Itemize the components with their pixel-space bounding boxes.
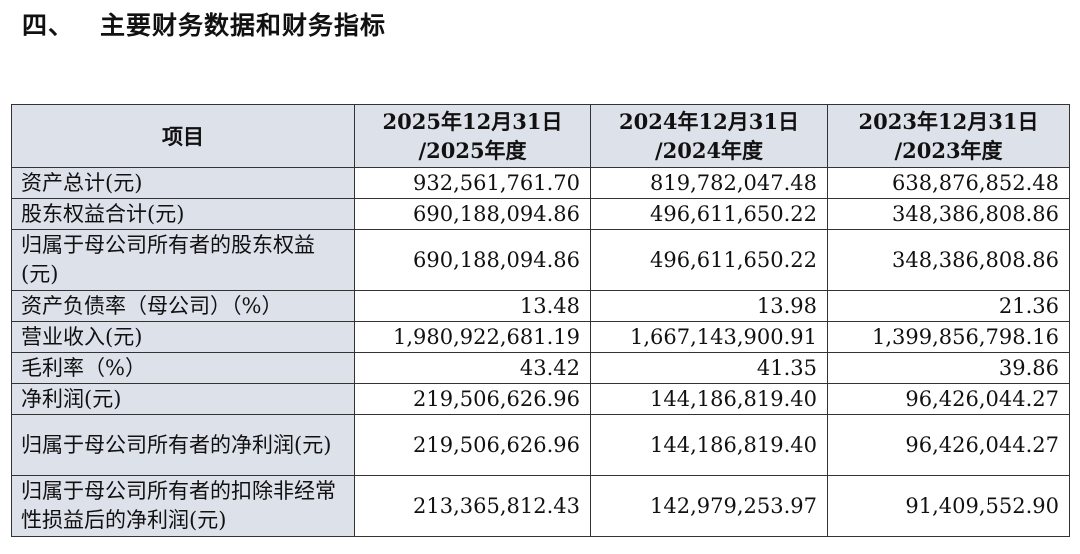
cell-2025: 690,188,094.86 — [354, 198, 591, 230]
cell-2023: 638,876,852.48 — [827, 167, 1070, 199]
header-col-2023-line1: 2023年12月31日 — [858, 109, 1039, 134]
header-col-2024: 2024年12月31日 /2024年度 — [590, 104, 828, 168]
row-label: 营业收入(元) — [11, 321, 355, 353]
header-item: 项目 — [11, 104, 355, 168]
header-col-2024-line1: 2024年12月31日 — [619, 109, 799, 134]
row-label: 归属于母公司所有者的扣除非经常性损益后的净利润(元) — [11, 475, 355, 537]
cell-2023: 96,426,044.27 — [827, 414, 1070, 476]
cell-2025: 1,980,922,681.19 — [354, 321, 591, 353]
cell-2025: 213,365,812.43 — [354, 475, 591, 537]
table-row: 营业收入(元) 1,980,922,681.19 1,667,143,900.9… — [11, 321, 1070, 353]
table-row: 归属于母公司所有者的股东权益(元) 690,188,094.86 496,611… — [11, 229, 1070, 291]
row-label: 毛利率（%） — [11, 352, 355, 384]
financial-data-table: 项目 2025年12月31日 /2025年度 2024年12月31日 /2024… — [11, 104, 1070, 537]
cell-2024: 144,186,819.40 — [590, 383, 828, 415]
table-row: 毛利率（%） 43.42 41.35 39.86 — [11, 352, 1070, 384]
section-title: 四、 主要财务数据和财务指标 — [22, 10, 386, 42]
cell-2024: 496,611,650.22 — [590, 229, 828, 291]
table-row: 资产总计(元) 932,561,761.70 819,782,047.48 63… — [11, 167, 1070, 199]
row-label: 股东权益合计(元) — [11, 198, 355, 230]
cell-2024: 13.98 — [590, 290, 828, 322]
cell-2024: 144,186,819.40 — [590, 414, 828, 476]
row-label: 归属于母公司所有者的净利润(元) — [11, 414, 355, 476]
header-col-2023-line2: /2023年度 — [894, 138, 1003, 163]
cell-2023: 39.86 — [827, 352, 1070, 384]
header-col-2025: 2025年12月31日 /2025年度 — [354, 104, 591, 168]
header-col-2025-line2: /2025年度 — [418, 138, 527, 163]
cell-2023: 1,399,856,798.16 — [827, 321, 1070, 353]
cell-2023: 348,386,808.86 — [827, 198, 1070, 230]
cell-2023: 96,426,044.27 — [827, 383, 1070, 415]
header-col-2023: 2023年12月31日 /2023年度 — [827, 104, 1070, 168]
cell-2023: 21.36 — [827, 290, 1070, 322]
header-col-2025-line1: 2025年12月31日 — [382, 109, 563, 134]
row-label: 资产负债率（母公司）（%） — [11, 290, 355, 322]
cell-2025: 690,188,094.86 — [354, 229, 591, 291]
table-row: 归属于母公司所有者的扣除非经常性损益后的净利润(元) 213,365,812.4… — [11, 475, 1070, 537]
cell-2025: 932,561,761.70 — [354, 167, 591, 199]
cell-2024: 142,979,253.97 — [590, 475, 828, 537]
row-label: 净利润(元) — [11, 383, 355, 415]
table-row: 归属于母公司所有者的净利润(元) 219,506,626.96 144,186,… — [11, 414, 1070, 476]
cell-2025: 219,506,626.96 — [354, 383, 591, 415]
table-row: 净利润(元) 219,506,626.96 144,186,819.40 96,… — [11, 383, 1070, 415]
row-label: 资产总计(元) — [11, 167, 355, 199]
cell-2023: 91,409,552.90 — [827, 475, 1070, 537]
cell-2024: 496,611,650.22 — [590, 198, 828, 230]
section-title-text: 主要财务数据和财务指标 — [100, 11, 387, 40]
cell-2023: 348,386,808.86 — [827, 229, 1070, 291]
cell-2025: 43.42 — [354, 352, 591, 384]
cell-2024: 819,782,047.48 — [590, 167, 828, 199]
table-row: 资产负债率（母公司）（%） 13.48 13.98 21.36 — [11, 290, 1070, 322]
table-header-row: 项目 2025年12月31日 /2025年度 2024年12月31日 /2024… — [11, 104, 1070, 168]
cell-2024: 41.35 — [590, 352, 828, 384]
row-label: 归属于母公司所有者的股东权益(元) — [11, 229, 355, 291]
section-number: 四、 — [22, 11, 75, 40]
cell-2025: 13.48 — [354, 290, 591, 322]
cell-2025: 219,506,626.96 — [354, 414, 591, 476]
table-row: 股东权益合计(元) 690,188,094.86 496,611,650.22 … — [11, 198, 1070, 230]
header-col-2024-line2: /2024年度 — [654, 138, 764, 163]
cell-2024: 1,667,143,900.91 — [590, 321, 828, 353]
